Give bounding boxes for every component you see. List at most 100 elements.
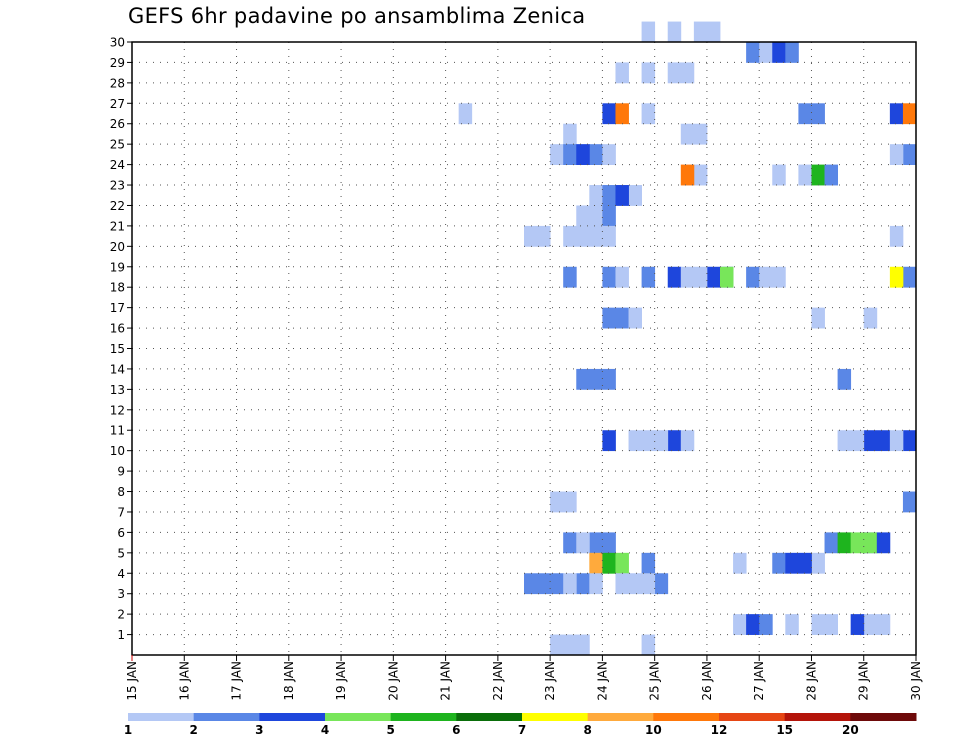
heatmap-cell bbox=[641, 21, 656, 43]
heatmap-cell bbox=[602, 103, 616, 125]
heatmap-cell bbox=[602, 266, 616, 288]
y-tick-label: 18 bbox=[110, 281, 125, 295]
x-tick-label: 18 JAN bbox=[282, 661, 296, 701]
heatmap-cell bbox=[602, 552, 616, 574]
heatmap-cell bbox=[693, 164, 708, 186]
heatmap-cell bbox=[746, 266, 760, 288]
y-tick-label: 1 bbox=[117, 628, 125, 642]
heatmap-cell bbox=[733, 552, 747, 574]
heatmap-cell bbox=[798, 103, 825, 125]
heatmap-cell bbox=[759, 266, 786, 288]
heatmap-cell bbox=[889, 430, 904, 452]
heatmap-cell bbox=[602, 307, 629, 329]
heatmap-cell bbox=[458, 103, 473, 125]
x-tick-label: 16 JAN bbox=[177, 661, 191, 701]
cells-layer bbox=[458, 21, 917, 656]
heatmap-cell bbox=[524, 573, 564, 595]
legend-swatch bbox=[850, 713, 917, 721]
heatmap-cell bbox=[615, 185, 629, 206]
y-tick-label: 20 bbox=[110, 240, 125, 254]
heatmap-cell bbox=[798, 164, 812, 186]
legend-swatch bbox=[128, 713, 195, 721]
heatmap-cell bbox=[720, 266, 734, 288]
heatmap-cell bbox=[667, 21, 682, 43]
legend-swatch bbox=[456, 713, 523, 721]
heatmap-cell bbox=[889, 144, 904, 165]
heatmap-cell bbox=[772, 164, 786, 186]
y-tick-label: 6 bbox=[117, 526, 125, 540]
heatmap-cell bbox=[850, 614, 865, 635]
x-tick-label: 21 JAN bbox=[439, 661, 453, 701]
y-tick-label: 8 bbox=[117, 485, 125, 499]
x-tick-label: 30 JAN bbox=[909, 661, 923, 701]
heatmap-cell bbox=[589, 185, 603, 206]
x-tick-label: 17 JAN bbox=[230, 661, 244, 701]
y-tick-label: 15 bbox=[110, 342, 125, 356]
y-tick-label: 22 bbox=[110, 199, 125, 213]
heatmap-cell bbox=[889, 225, 904, 247]
x-tick-label: 29 JAN bbox=[857, 661, 871, 701]
heatmap-cell bbox=[602, 532, 616, 554]
heatmap-cell bbox=[811, 307, 825, 329]
heatmap-cell bbox=[589, 573, 603, 595]
heatmap-cell bbox=[889, 266, 904, 288]
heatmap-cell bbox=[550, 144, 564, 165]
heatmap-cell bbox=[772, 42, 786, 63]
heatmap-cell bbox=[576, 368, 616, 390]
legend-swatch bbox=[193, 713, 260, 721]
heatmap-cell bbox=[550, 491, 577, 513]
heatmap-cell bbox=[641, 103, 656, 125]
heatmap-cell bbox=[837, 532, 852, 554]
legend-label: 12 bbox=[711, 723, 728, 737]
heatmap-cell bbox=[641, 266, 656, 288]
x-tick-label: 20 JAN bbox=[386, 661, 400, 701]
heatmap-cell bbox=[524, 225, 551, 247]
legend-swatch bbox=[259, 713, 326, 721]
heatmap-cell bbox=[563, 225, 616, 247]
legend-swatch bbox=[719, 713, 786, 721]
legend-swatch bbox=[522, 713, 589, 721]
y-tick-label: 12 bbox=[110, 403, 125, 417]
x-tick-label: 27 JAN bbox=[752, 661, 766, 701]
y-tick-label: 26 bbox=[110, 117, 125, 131]
y-tick-label: 16 bbox=[110, 322, 125, 336]
y-tick-label: 28 bbox=[110, 76, 125, 90]
heatmap-cell bbox=[602, 144, 616, 165]
heatmap-cell bbox=[641, 634, 656, 656]
legend-label: 8 bbox=[583, 723, 591, 737]
heatmap-cell bbox=[563, 573, 577, 595]
x-tick-label: 23 JAN bbox=[543, 661, 557, 701]
heatmap-cell bbox=[576, 532, 590, 554]
heatmap-cell bbox=[589, 144, 603, 165]
heatmap-cell bbox=[902, 103, 917, 125]
heatmap-cell bbox=[706, 266, 721, 288]
heatmap-cell bbox=[902, 430, 917, 452]
heatmap-cell bbox=[563, 266, 577, 288]
y-tick-label: 10 bbox=[110, 444, 125, 458]
legend-swatch bbox=[587, 713, 654, 721]
heatmap-cell bbox=[824, 164, 838, 186]
x-tick-label: 26 JAN bbox=[700, 661, 714, 701]
heatmap-cell bbox=[759, 614, 773, 635]
y-tick-label: 5 bbox=[117, 546, 125, 560]
y-tick-label: 17 bbox=[110, 301, 125, 315]
heatmap-cell bbox=[837, 430, 865, 452]
y-tick-label: 11 bbox=[110, 424, 125, 438]
y-tick-label: 9 bbox=[117, 465, 125, 479]
heatmap-cell bbox=[563, 144, 577, 165]
heatmap-cell bbox=[615, 266, 629, 288]
heatmap-cell bbox=[811, 164, 825, 186]
y-tick-label: 21 bbox=[110, 219, 125, 233]
legend-label: 2 bbox=[189, 723, 197, 737]
legend-label: 4 bbox=[321, 723, 329, 737]
y-tick-label: 14 bbox=[110, 362, 125, 376]
legend-label: 6 bbox=[452, 723, 460, 737]
y-axis: 1234567891011121314151617181920212223242… bbox=[110, 36, 132, 642]
y-tick-label: 7 bbox=[117, 505, 125, 519]
x-tick-label: 19 JAN bbox=[334, 661, 348, 701]
heatmap-cell bbox=[563, 532, 577, 554]
heatmap-cell bbox=[602, 205, 616, 227]
heatmap-cell bbox=[759, 42, 773, 63]
heatmap-cell bbox=[628, 307, 642, 329]
